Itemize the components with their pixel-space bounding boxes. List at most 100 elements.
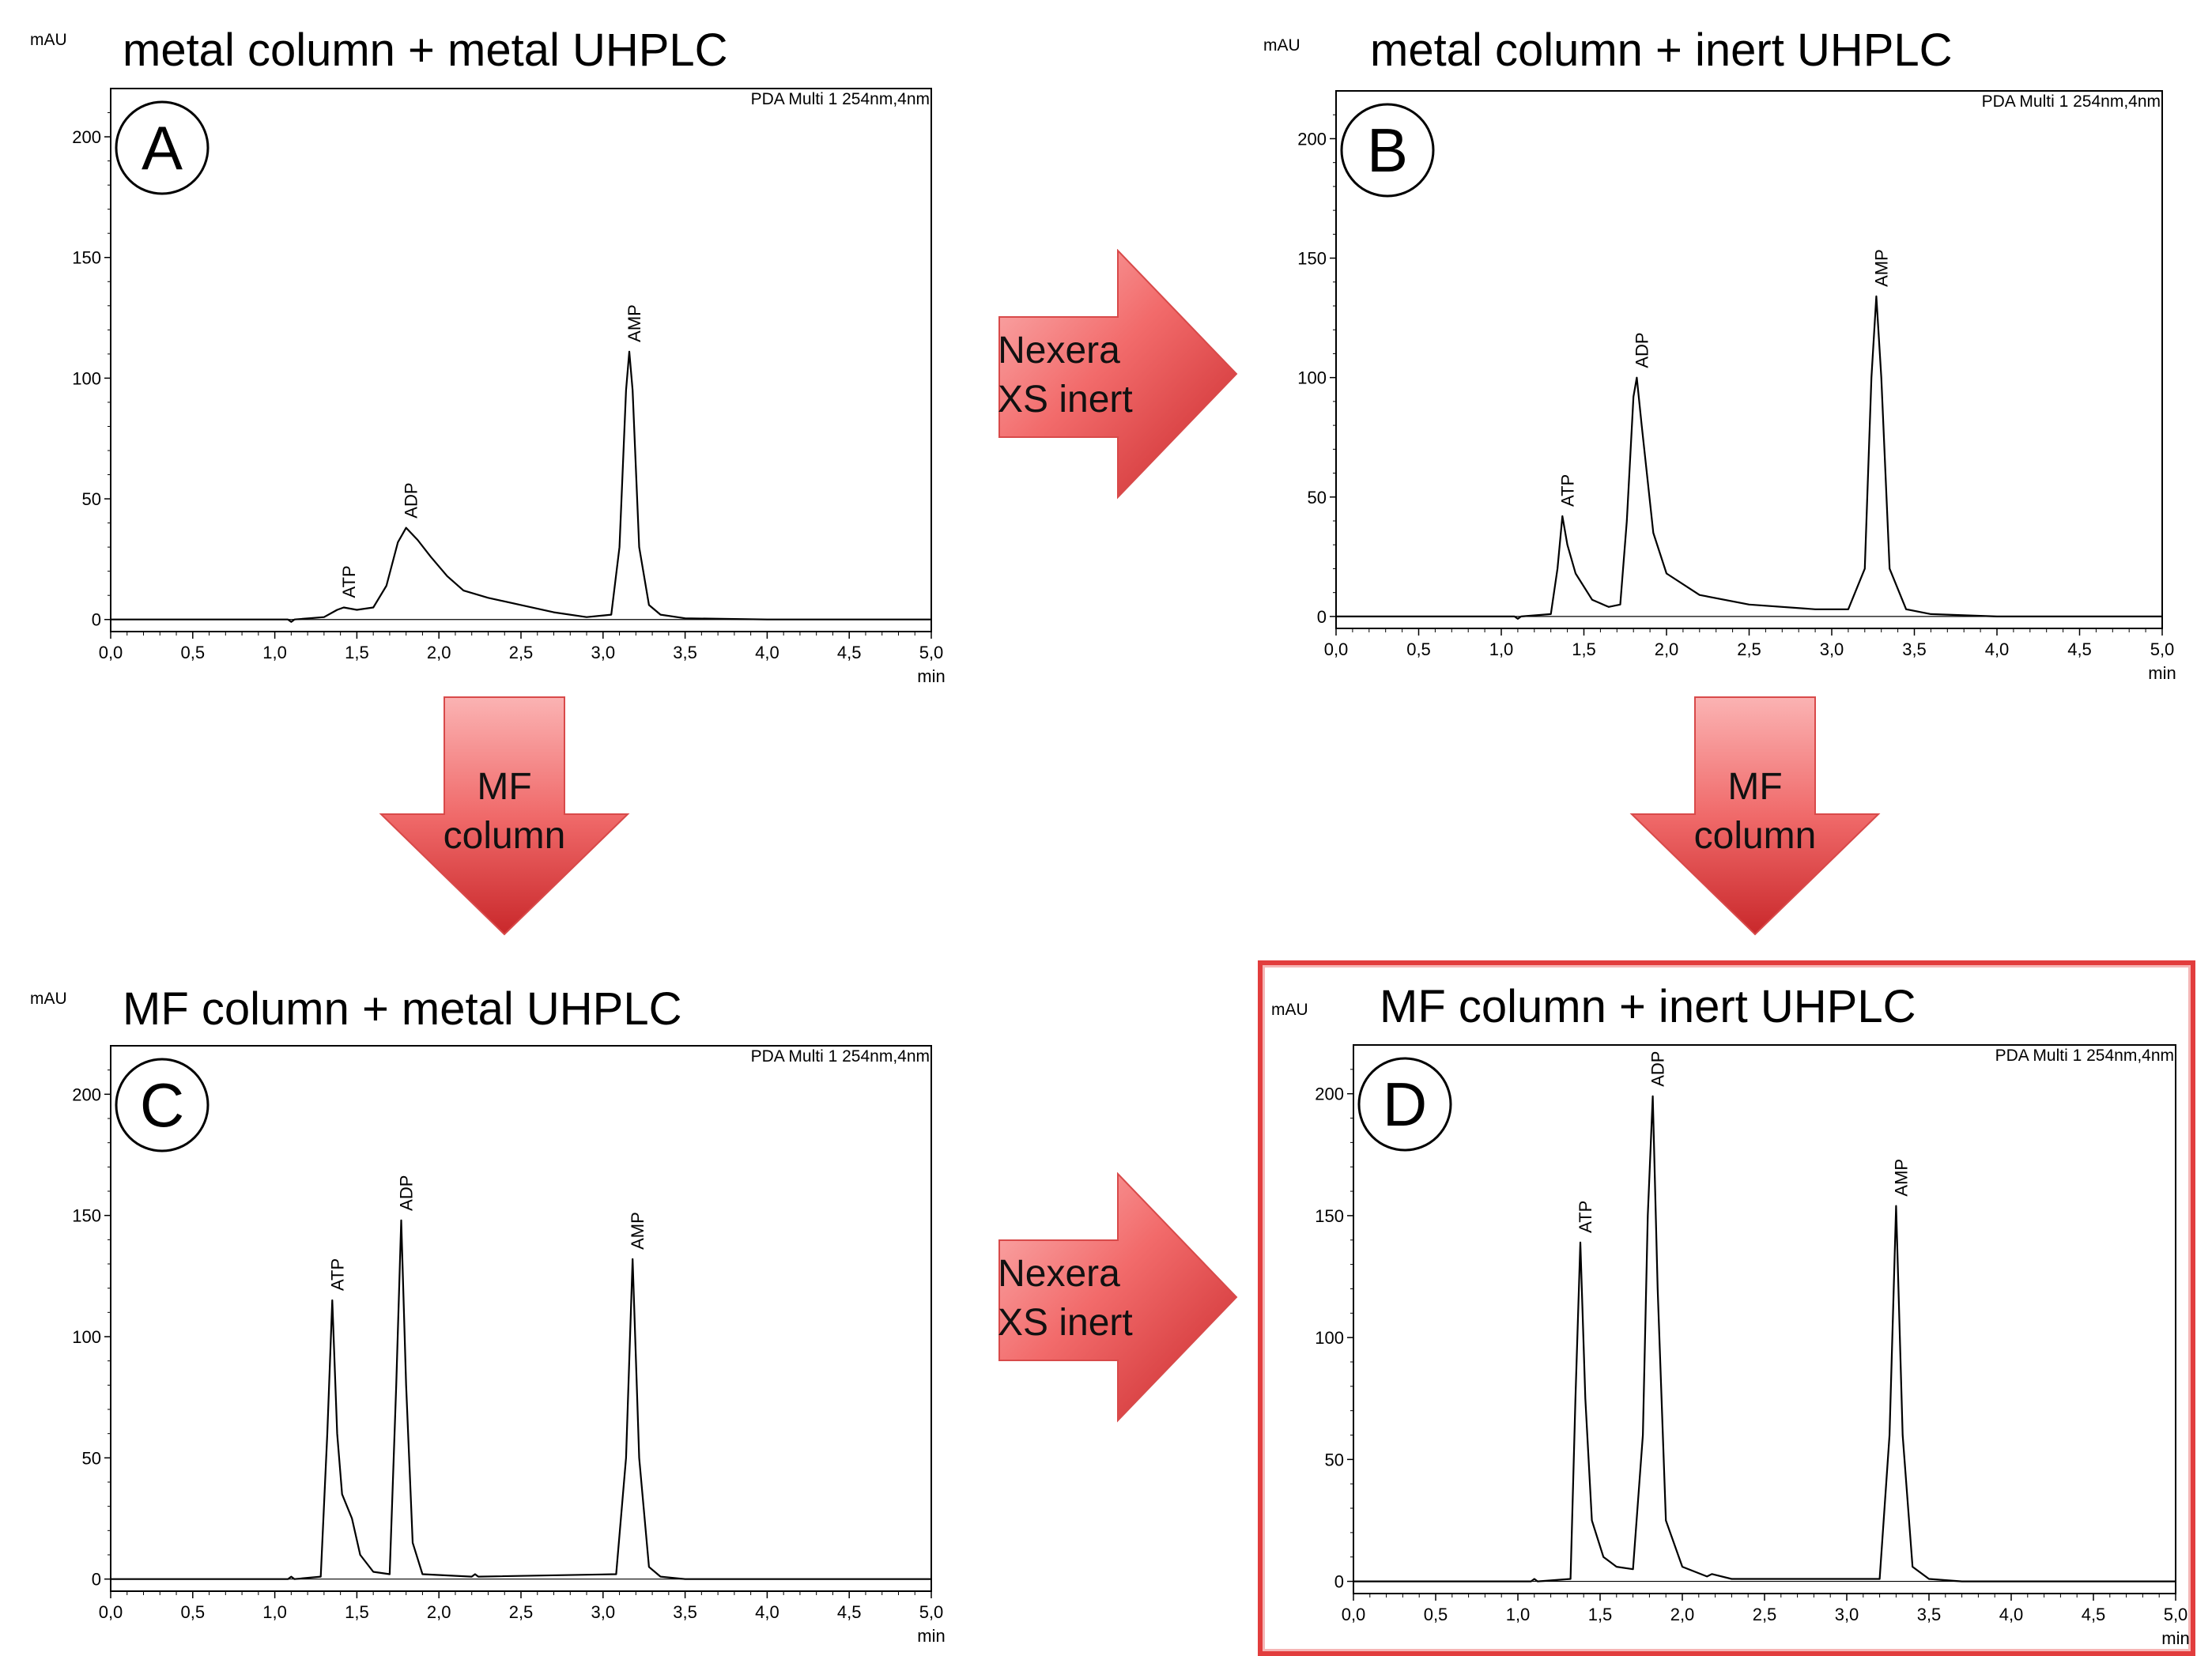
chart-panel-c: mAU MF column + metal UHPLC PDA Multi 1 … [24, 984, 946, 1648]
peak-label: ATP [1576, 1201, 1595, 1233]
x-tick-label: 1,5 [345, 643, 369, 662]
y-tick-label: 0 [92, 1570, 101, 1590]
panel-badge-circle [1340, 103, 1435, 198]
chromatogram-d: PDA Multi 1 254nm,4nm D 0 50 100 150 200 0,0 0,5… [1315, 1044, 2190, 1648]
plot-frame [110, 1045, 932, 1592]
x-tick-label: 5,0 [919, 643, 944, 662]
x-tick-label: 0,0 [1324, 639, 1349, 659]
chart-panel-a: mAU metal column + metal UHPLC PDA Multi… [24, 24, 946, 696]
x-tick-label: 4,0 [1985, 639, 2010, 659]
panel-badge-letter: C [140, 1070, 184, 1140]
x-tick-label: 5,0 [2164, 1605, 2188, 1624]
peak-label: AMP [625, 304, 644, 342]
x-tick-label: 1,0 [1506, 1605, 1531, 1624]
panel-badge-circle [115, 100, 209, 195]
chromatogram-trace [111, 350, 931, 623]
y-tick-label: 100 [1297, 368, 1327, 388]
peak-label: AMP [628, 1212, 647, 1250]
chromatogram-a: PDA Multi 1 254nm,4nm A 0 50 100 150 200 0,0 0,5… [72, 88, 946, 686]
peak-label: ATP [339, 565, 359, 598]
x-tick-label: 0,0 [99, 1602, 123, 1622]
chart-title: MF column + inert UHPLC [1380, 981, 1916, 1032]
legend-label: PDA Multi 1 254nm,4nm [1995, 1047, 2174, 1065]
y-unit-label: mAU [1271, 1001, 1308, 1019]
y-tick-label: 200 [1315, 1085, 1344, 1104]
x-tick-label: 4,5 [2082, 1605, 2106, 1624]
y-tick-label: 200 [1297, 129, 1327, 149]
panel-badge-letter: D [1383, 1069, 1427, 1139]
x-tick-label: 3,5 [1917, 1605, 1942, 1624]
peak-label: ADP [402, 482, 421, 518]
arrow-label-line2: XS inert [998, 379, 1133, 421]
plot-frame [1353, 1044, 2176, 1594]
peak-label: ADP [1648, 1051, 1668, 1087]
chromatogram-trace [1336, 295, 2162, 621]
x-tick-label: 0,5 [1424, 1605, 1448, 1624]
plot-frame [110, 88, 932, 632]
arrow-label-line1: Nexera [998, 330, 1120, 372]
chromatogram-b: PDA Multi 1 254nm,4nm B 0 50 100 150 200 0,0 0,5… [1297, 90, 2176, 683]
arrow-label-line2: column [443, 815, 566, 857]
panel-badge-letter: A [142, 113, 183, 183]
x-tick-label: 3,5 [673, 643, 697, 662]
x-tick-label: 4,5 [2067, 639, 2092, 659]
y-tick-label: 100 [72, 368, 101, 388]
x-tick-label: 0,5 [181, 643, 206, 662]
x-tick-label: 2,0 [427, 643, 451, 662]
x-tick-label: 0,0 [1342, 1605, 1366, 1624]
legend-label: PDA Multi 1 254nm,4nm [751, 1047, 930, 1066]
arrow-mf-column-right: MF column [1629, 696, 1882, 937]
x-tick-label: 0,0 [99, 643, 123, 662]
y-tick-label: 50 [82, 489, 101, 509]
x-tick-label: 2,0 [1670, 1605, 1695, 1624]
panel-badge-circle [115, 1058, 209, 1152]
x-tick-label: 1,0 [1489, 639, 1514, 659]
peak-label: ATP [327, 1258, 347, 1291]
y-tick-label: 50 [1308, 488, 1327, 507]
x-tick-label: 2,0 [427, 1602, 451, 1622]
x-tick-label: 4,5 [837, 643, 862, 662]
x-tick-label: 3,0 [591, 1602, 616, 1622]
y-tick-label: 150 [72, 1206, 101, 1226]
chart-title: metal column + inert UHPLC [1370, 25, 1953, 76]
chromatogram-c: PDA Multi 1 254nm,4nm C 0 50 100 150 200 0,0 0,5… [72, 1045, 946, 1646]
y-tick-label: 50 [82, 1448, 101, 1468]
y-tick-label: 0 [1334, 1572, 1344, 1592]
x-tick-label: 2,5 [1737, 639, 1761, 659]
x-tick-label: 3,0 [1835, 1605, 1859, 1624]
x-unit-label: min [917, 666, 945, 686]
y-tick-label: 0 [92, 610, 101, 630]
arrow-label-line1: MF [1727, 766, 1783, 808]
panel-badge-circle [1357, 1057, 1452, 1152]
x-tick-label: 0,5 [181, 1602, 206, 1622]
arrow-label-line2: XS inert [998, 1302, 1133, 1344]
x-tick-label: 2,5 [509, 1602, 534, 1622]
y-unit-label: mAU [1263, 36, 1300, 55]
x-tick-label: 3,0 [1820, 639, 1844, 659]
x-tick-label: 4,0 [1999, 1605, 2024, 1624]
legend-label: PDA Multi 1 254nm,4nm [751, 90, 930, 108]
y-tick-label: 0 [1317, 607, 1327, 627]
y-tick-label: 150 [1315, 1206, 1344, 1226]
x-tick-label: 1,5 [345, 1602, 369, 1622]
x-tick-label: 0,5 [1406, 639, 1431, 659]
x-unit-label: min [2148, 663, 2176, 683]
peak-label: ADP [396, 1175, 416, 1211]
y-tick-label: 100 [72, 1327, 101, 1347]
arrow-nexera-xs-inert-bottom: Nexera XS inert [998, 1172, 1243, 1425]
x-tick-label: 3,5 [673, 1602, 697, 1622]
y-tick-label: 50 [1325, 1450, 1344, 1469]
x-tick-label: 4,5 [837, 1602, 862, 1622]
y-tick-label: 150 [1297, 249, 1327, 269]
x-tick-label: 1,0 [262, 643, 287, 662]
x-tick-label: 1,0 [262, 1602, 287, 1622]
x-unit-label: min [2161, 1628, 2189, 1648]
y-unit-label: mAU [30, 31, 67, 49]
y-tick-label: 100 [1315, 1328, 1344, 1348]
x-tick-label: 2,5 [1753, 1605, 1777, 1624]
chart-panel-b: mAU metal column + inert UHPLC PDA Multi… [1257, 24, 2176, 696]
x-tick-label: 5,0 [919, 1602, 944, 1622]
arrow-nexera-xs-inert-top: Nexera XS inert [998, 249, 1243, 502]
legend-label: PDA Multi 1 254nm,4nm [1982, 92, 2161, 111]
peak-label: ADP [1632, 332, 1651, 368]
